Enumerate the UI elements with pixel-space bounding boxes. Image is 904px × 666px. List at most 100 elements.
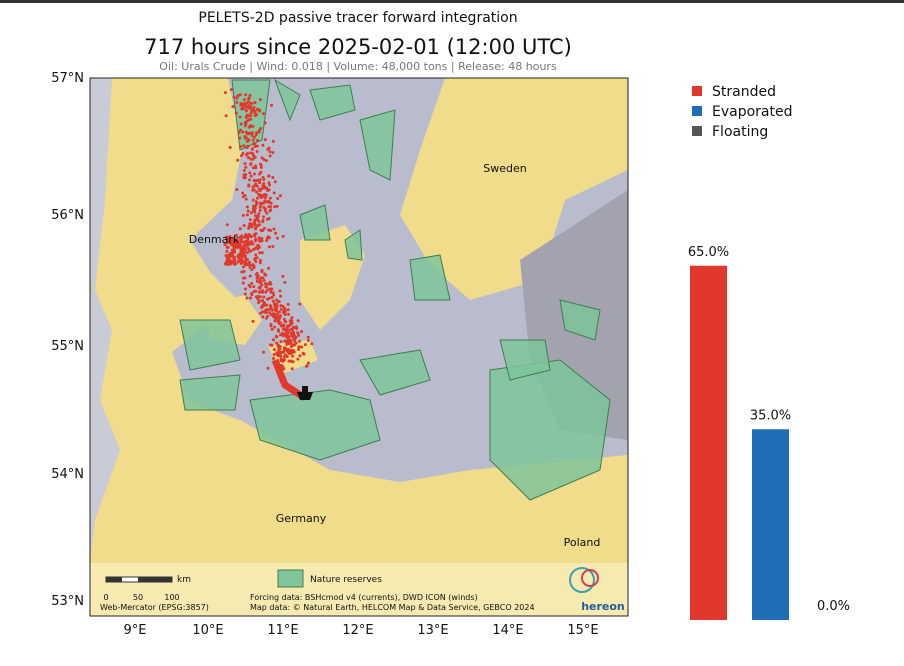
particle [275,204,279,208]
particle [265,303,269,307]
particle [306,338,310,342]
particle [243,103,247,107]
particle [247,283,251,287]
particle [252,207,256,211]
particle [247,178,251,182]
particle [232,95,236,99]
particle [243,124,247,128]
particle [258,178,262,182]
particle [242,245,246,249]
particle [252,105,256,109]
particle [234,243,238,247]
particle [237,131,241,135]
particle [254,260,258,264]
particle [239,128,243,132]
particle [253,234,257,238]
particle [248,171,252,175]
particle [258,194,262,198]
particle [272,315,276,319]
particle [289,338,293,342]
particle [261,215,265,219]
particle [256,274,260,278]
particle [273,180,277,184]
particle [225,249,229,254]
particle [258,251,262,255]
particle [248,274,252,278]
particle [298,354,302,358]
particle [268,311,272,315]
particle [228,262,233,266]
particle [238,256,242,260]
particle [256,301,260,305]
particle [257,219,261,223]
particle [253,111,257,115]
lon-tick-label: 9°E [124,623,147,638]
particle [244,165,248,169]
particle [228,241,233,245]
particle [290,367,294,371]
particle [226,237,230,241]
credit: Forcing data: BSHcmod v4 (currents), DWD… [250,593,478,602]
place-label: Poland [564,536,601,549]
particle [292,349,296,353]
particle [253,227,257,231]
particle [268,150,272,154]
particle [253,101,257,105]
particle [278,289,282,293]
particle [258,181,262,185]
particle [250,268,254,272]
bar [690,265,727,620]
particle [291,354,295,358]
particle [278,351,282,355]
lat-tick-label: 56°N [51,208,84,223]
particle [242,168,246,172]
particle [290,316,294,320]
particle [264,159,268,163]
particle [252,285,256,289]
particle [251,166,255,170]
particle [258,208,262,212]
particle [289,345,293,349]
lat-tick-label: 54°N [51,467,84,482]
particle [255,144,259,148]
particle [262,226,266,230]
particle [260,304,264,308]
particle [261,310,265,314]
lon-tick-label: 14°E [492,623,523,638]
particle [249,151,253,155]
particle [251,248,255,252]
particle [266,228,270,232]
particle [253,114,257,118]
particle [267,181,271,185]
particle [271,299,275,303]
particle [267,216,271,220]
particle [235,100,239,104]
particle [266,147,270,151]
particle [241,130,245,134]
particle [286,302,290,306]
info: Oil: Urals Crude | Wind: 0.018 | Volume:… [159,60,557,73]
lon-tick-label: 12°E [342,623,373,638]
particle [259,163,263,167]
particle [302,352,306,356]
legend-swatch [277,569,304,588]
particle [239,102,243,106]
particle [257,238,261,242]
particle [306,335,310,339]
particle [279,304,283,308]
particle [245,262,250,266]
value-label: 35.0% [750,408,791,423]
particle [266,366,270,370]
particle [262,279,266,283]
particle [236,238,240,243]
bar [752,429,789,620]
particle [281,274,285,278]
particle [289,321,293,325]
particle [239,144,243,148]
particle [268,209,272,213]
particle [267,174,271,178]
particle [258,295,262,299]
particle [286,337,290,341]
credit: Map data: © Natural Earth, HELCOM Map & … [250,603,535,612]
particle [237,245,241,249]
